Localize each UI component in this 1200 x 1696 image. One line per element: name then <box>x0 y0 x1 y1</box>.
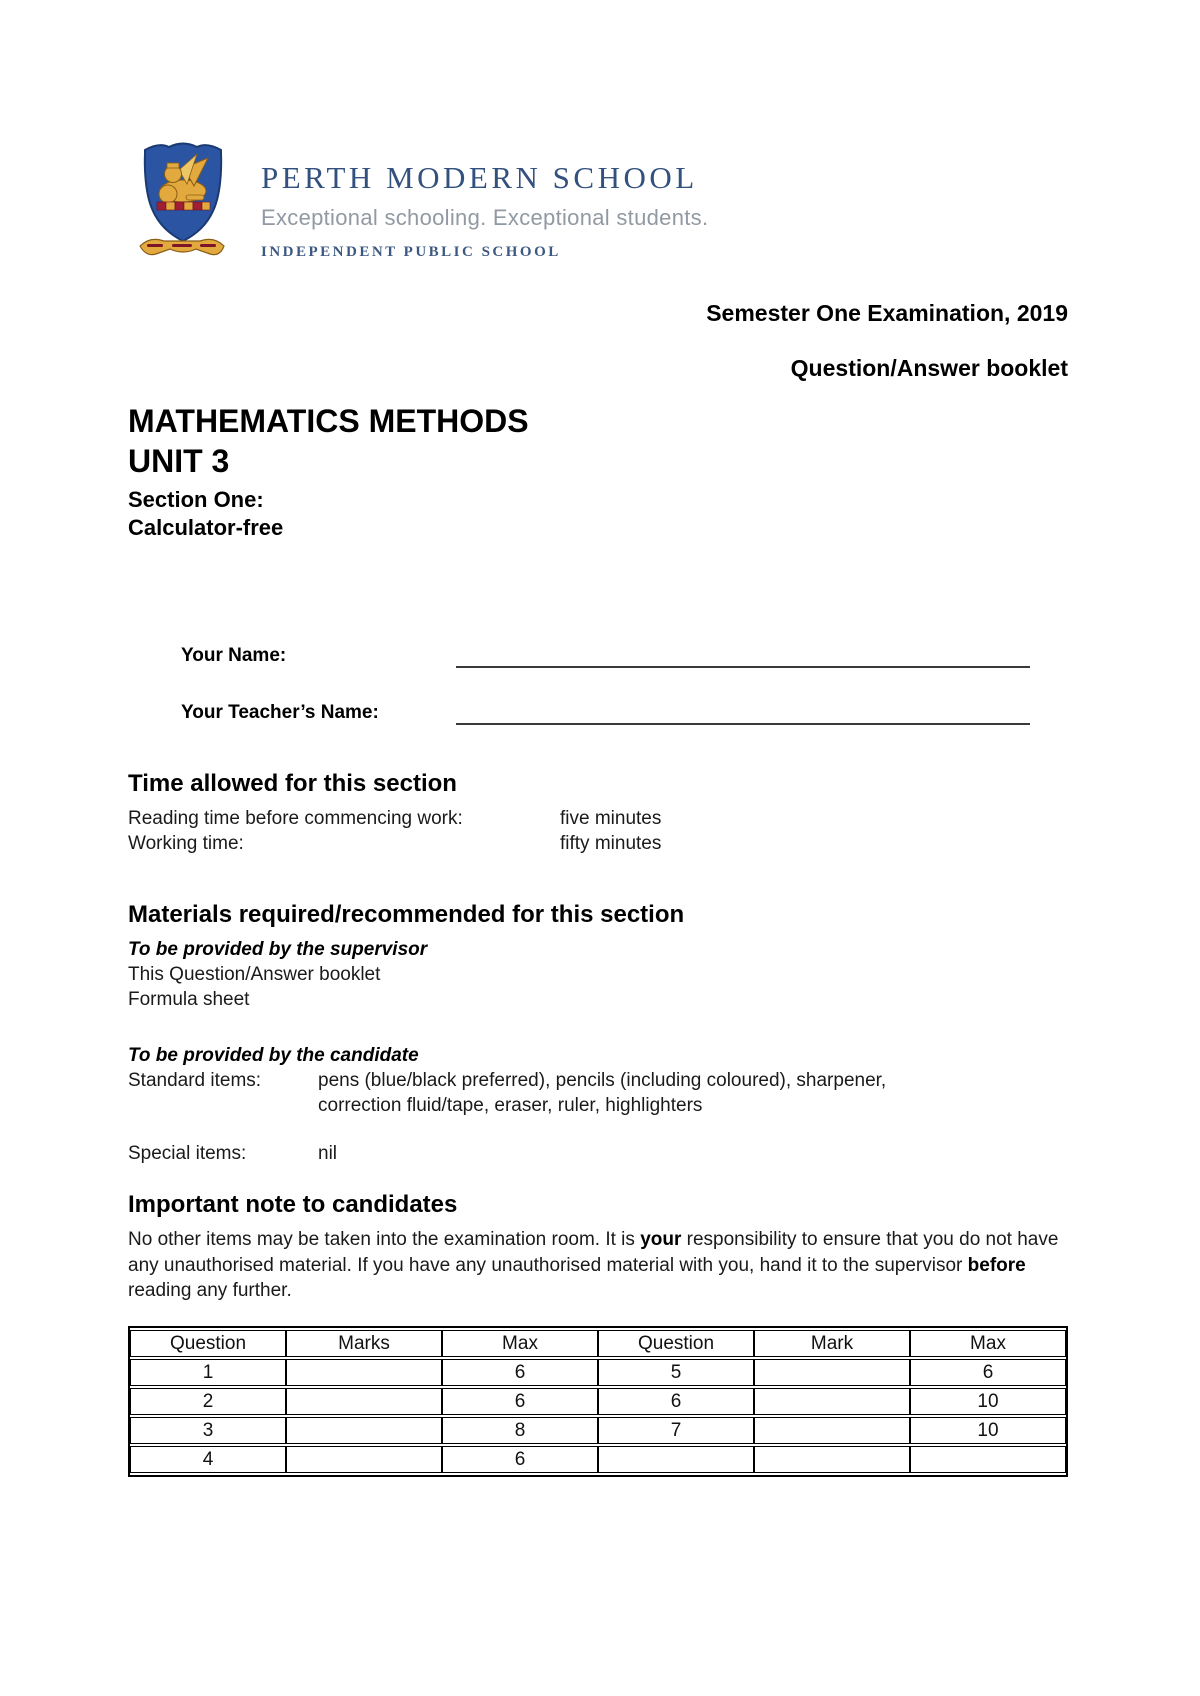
marks-entry-cell[interactable] <box>754 1359 910 1386</box>
time-section: Time allowed for this section Reading ti… <box>128 769 1068 856</box>
question-number-cell <box>598 1446 754 1473</box>
marks-entry-cell[interactable] <box>286 1446 442 1473</box>
title-block: MATHEMATICS METHODS UNIT 3 Section One: … <box>128 401 529 542</box>
question-number-cell: 3 <box>130 1417 286 1444</box>
exam-title-line2: UNIT 3 <box>128 443 230 479</box>
supervisor-item: Formula sheet <box>128 989 250 1010</box>
reading-time-row: Reading time before commencing work: fiv… <box>128 806 1068 831</box>
school-brand: PERTH MODERN SCHOOL Exceptional schoolin… <box>261 160 708 261</box>
special-items-value: nil <box>318 1143 338 1164</box>
max-marks-cell: 6 <box>910 1359 1066 1386</box>
table-row: 4 6 <box>130 1446 1066 1473</box>
marks-entry-cell[interactable] <box>286 1388 442 1415</box>
marks-entry-cell[interactable] <box>754 1388 910 1415</box>
name-fields: Your Name: Your Teacher’s Name: <box>128 634 1068 748</box>
table-row: 3 8 7 10 <box>130 1417 1066 1444</box>
working-time-row: Working time: fifty minutes <box>128 831 1068 856</box>
student-name-label: Your Name: <box>181 645 287 666</box>
standard-items-value: pens (blue/black preferred), pencils (in… <box>318 1068 886 1118</box>
exam-header: Semester One Examination, 2019 Question/… <box>128 300 1068 381</box>
note-heading: Important note to candidates <box>128 1191 458 1218</box>
col-header-max: Max <box>910 1330 1066 1357</box>
standard-items-line2: correction fluid/tape, eraser, ruler, hi… <box>318 1095 703 1116</box>
question-number-cell: 1 <box>130 1359 286 1386</box>
table-row: 2 6 6 10 <box>130 1388 1066 1415</box>
note-bold-before: before <box>967 1254 1026 1276</box>
teacher-name-field[interactable] <box>456 695 1030 725</box>
marks-table-header-row: Question Marks Max Question Mark Max <box>130 1330 1066 1357</box>
note-bold-your: your <box>640 1229 682 1250</box>
special-items-label: Special items: <box>128 1143 247 1164</box>
max-marks-cell <box>910 1446 1066 1473</box>
reading-time-value: five minutes <box>560 808 662 829</box>
standard-items-row: Standard items: pens (blue/black preferr… <box>128 1068 1068 1118</box>
standard-items-line1: pens (blue/black preferred), pencils (in… <box>318 1070 887 1091</box>
question-number-cell: 5 <box>598 1359 754 1386</box>
col-header-question: Question <box>598 1330 754 1357</box>
section-title-line1: Section One: <box>128 487 264 512</box>
note-paragraph: No other items may be taken into the exa… <box>128 1227 1078 1304</box>
materials-section: Materials required/recommended for this … <box>128 900 1068 1166</box>
note-text-mid: responsibility to ensure that you do not… <box>128 1229 1059 1276</box>
reading-time-label: Reading time before commencing work: <box>128 808 463 829</box>
working-time-label: Working time: <box>128 833 244 854</box>
exam-header-line1: Semester One Examination, 2019 <box>706 300 1068 326</box>
exam-header-line2: Question/Answer booklet <box>790 355 1068 381</box>
student-name-field[interactable] <box>456 638 1030 668</box>
max-marks-cell: 6 <box>442 1359 598 1386</box>
time-heading: Time allowed for this section <box>128 770 457 797</box>
supervisor-subheading: To be provided by the supervisor <box>128 939 428 960</box>
section-title-line2: Calculator-free <box>128 515 284 540</box>
marks-entry-cell[interactable] <box>754 1417 910 1444</box>
question-number-cell: 2 <box>130 1388 286 1415</box>
candidate-subheading: To be provided by the candidate <box>128 1045 419 1066</box>
max-marks-cell: 10 <box>910 1417 1066 1444</box>
max-marks-cell: 8 <box>442 1417 598 1444</box>
student-name-row: Your Name: <box>128 634 1068 668</box>
teacher-name-label: Your Teacher’s Name: <box>181 702 379 723</box>
school-name: PERTH MODERN SCHOOL <box>261 160 698 195</box>
note-text-post: reading any further. <box>128 1280 292 1301</box>
col-header-mark: Mark <box>754 1330 910 1357</box>
marks-table: Question Marks Max Question Mark Max 1 6… <box>128 1326 1068 1477</box>
school-crest <box>134 138 232 264</box>
question-number-cell: 4 <box>130 1446 286 1473</box>
school-tagline: Exceptional schooling. Exceptional stude… <box>261 205 709 230</box>
school-subtitle: INDEPENDENT PUBLIC SCHOOL <box>261 244 561 260</box>
max-marks-cell: 6 <box>442 1388 598 1415</box>
note-section: Important note to candidates No other it… <box>128 1190 1078 1304</box>
exam-title-line1: MATHEMATICS METHODS <box>128 403 529 439</box>
marks-entry-cell[interactable] <box>286 1417 442 1444</box>
supervisor-item: This Question/Answer booklet <box>128 964 381 985</box>
col-header-max: Max <box>442 1330 598 1357</box>
marks-entry-cell[interactable] <box>754 1446 910 1473</box>
question-number-cell: 6 <box>598 1388 754 1415</box>
working-time-value: fifty minutes <box>560 833 662 854</box>
school-crest-icon <box>139 142 225 256</box>
max-marks-cell: 6 <box>442 1446 598 1473</box>
teacher-name-row: Your Teacher’s Name: <box>128 691 1068 725</box>
col-header-question: Question <box>130 1330 286 1357</box>
table-row: 1 6 5 6 <box>130 1359 1066 1386</box>
note-text-pre: No other items may be taken into the exa… <box>128 1229 641 1250</box>
special-items-row: Special items: nil <box>128 1141 1068 1166</box>
max-marks-cell: 10 <box>910 1388 1066 1415</box>
standard-items-label: Standard items: <box>128 1070 262 1091</box>
col-header-marks: Marks <box>286 1330 442 1357</box>
marks-entry-cell[interactable] <box>286 1359 442 1386</box>
materials-heading: Materials required/recommended for this … <box>128 901 685 928</box>
candidate-block: To be provided by the candidate Standard… <box>128 1043 1068 1166</box>
question-number-cell: 7 <box>598 1417 754 1444</box>
